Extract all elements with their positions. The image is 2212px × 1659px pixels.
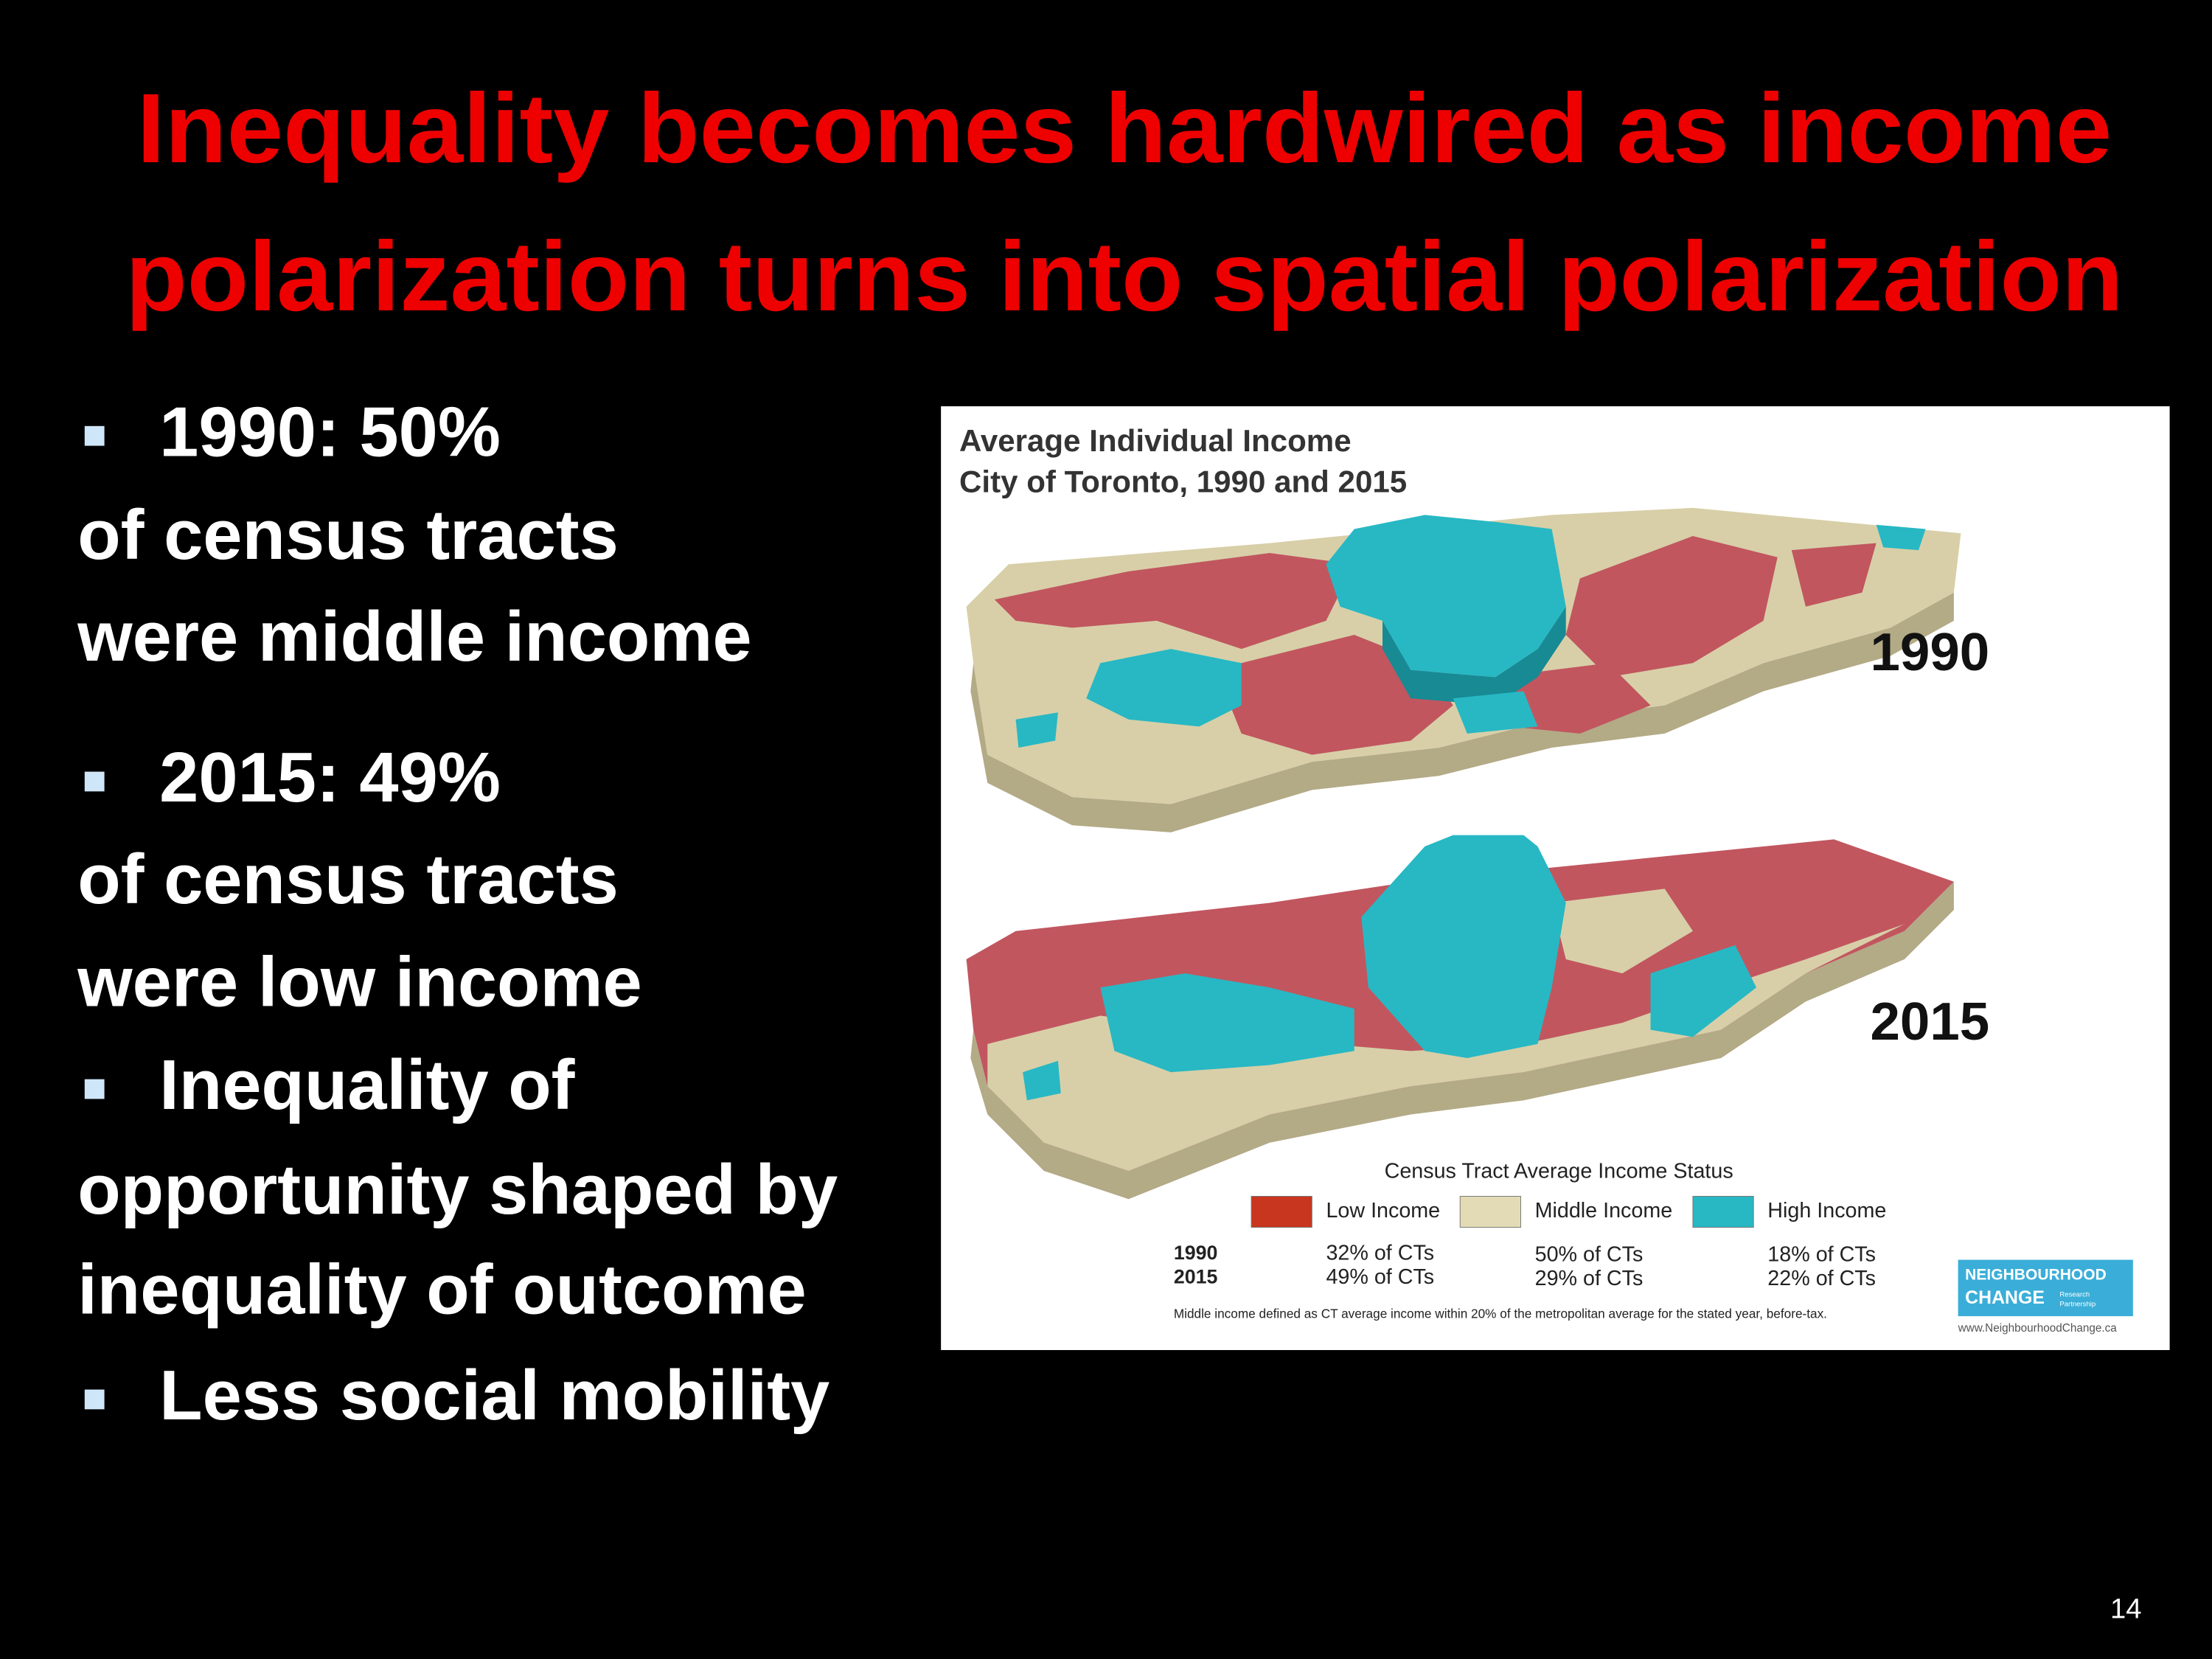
logo-name: NEIGHBOURHOOD <box>1965 1266 2107 1283</box>
legend-title: Census Tract Average Income Status <box>1385 1160 1733 1183</box>
map-area <box>1565 536 1778 678</box>
legend-note: Middle income defined as CT average inco… <box>1174 1307 1827 1321</box>
legend-share: 22% of CTs <box>1767 1267 1876 1290</box>
legend-share: 32% of CTs <box>1326 1241 1434 1265</box>
bullet-text: Less social mobility <box>159 1356 830 1435</box>
bullet-text: 1990: 50% <box>159 392 501 471</box>
bullet-marker <box>84 425 105 446</box>
map-area <box>1495 663 1651 734</box>
logo-tagline: Partnership <box>2059 1301 2096 1309</box>
bullet-text: Inequality of <box>159 1046 575 1124</box>
legend: Census Tract Average Income Status Low I… <box>1174 1160 1887 1321</box>
map-1990: 1990 <box>966 507 1989 832</box>
legend-share: 50% of CTs <box>1535 1242 1644 1266</box>
map-area <box>1326 515 1566 678</box>
map-area <box>994 553 1354 650</box>
legend-share: 29% of CTs <box>1535 1267 1644 1290</box>
map-area <box>1791 543 1877 607</box>
legend-swatch <box>1459 1195 1521 1228</box>
logo: NEIGHBOURHOOD CHANGE Research Partnershi… <box>1958 1259 2133 1335</box>
bullet-list: 1990: 50% of census tracts were middle i… <box>77 392 838 1435</box>
map-extrusion <box>970 592 1954 832</box>
legend-swatch <box>1692 1195 1754 1228</box>
bullet-marker <box>84 771 105 792</box>
map-area <box>987 924 1905 1172</box>
bullet-text: were middle income <box>77 597 751 676</box>
map-label: 1990 <box>1870 622 1989 682</box>
logo-tagline: Research <box>2059 1290 2090 1298</box>
legend-label: Low Income <box>1326 1199 1440 1222</box>
page-number: 14 <box>2110 1593 2142 1625</box>
figure: Average Individual Income City of Toront… <box>941 406 2170 1350</box>
bullet-text: of census tracts <box>77 495 619 574</box>
map-area <box>1650 945 1757 1037</box>
logo-box <box>1958 1259 2133 1317</box>
logo-url: www.NeighbourhoodChange.ca <box>1958 1322 2118 1335</box>
legend-share: 49% of CTs <box>1326 1265 1434 1289</box>
map-area <box>1453 691 1538 734</box>
legend-label: High Income <box>1767 1199 1886 1222</box>
figure-title: Average Individual Income <box>959 423 1352 458</box>
bullet-marker <box>84 1079 105 1099</box>
legend-swatch <box>1251 1195 1312 1228</box>
map-2015: 2015 <box>966 835 1989 1200</box>
map-area <box>1876 524 1926 551</box>
legend-year: 1990 <box>1174 1242 1218 1264</box>
map-area <box>1023 1060 1061 1101</box>
map-area <box>1086 649 1242 727</box>
legend-label: Middle Income <box>1535 1199 1673 1222</box>
map-label: 2015 <box>1870 992 1989 1051</box>
title-line: Inequality becomes hardwired as income <box>137 74 2112 184</box>
logo-name: CHANGE <box>1965 1287 2045 1308</box>
map-area <box>1015 712 1058 748</box>
map-area <box>1361 835 1566 1058</box>
bullet-text: opportunity shaped by <box>77 1150 838 1229</box>
bullet-text: of census tracts <box>77 840 619 919</box>
map-extrusion <box>1382 606 1566 706</box>
map-area <box>1100 973 1354 1073</box>
map-extrusion <box>970 881 1954 1200</box>
bullet-marker <box>84 1389 105 1410</box>
bullet-text: inequality of outcome <box>77 1251 807 1329</box>
bullet-text: 2015: 49% <box>159 738 501 817</box>
figure-title: City of Toronto, 1990 and 2015 <box>959 465 1407 499</box>
bullet-text: were low income <box>77 943 641 1022</box>
legend-year: 2015 <box>1174 1265 1218 1287</box>
title-line: polarization turns into spatial polariza… <box>125 222 2123 332</box>
legend-share: 18% of CTs <box>1767 1242 1876 1266</box>
